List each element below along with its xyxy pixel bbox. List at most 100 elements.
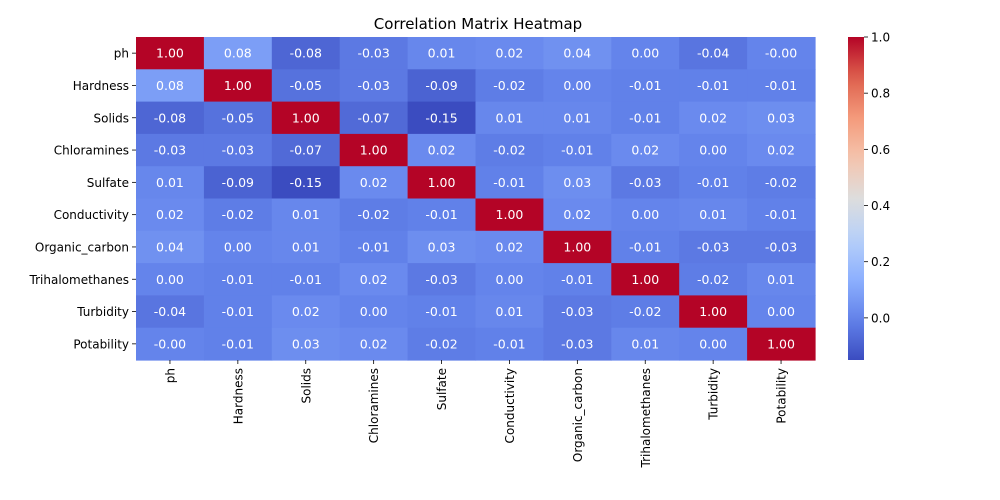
heatmap-cell [475,133,544,167]
heatmap-cell [543,198,612,232]
heatmap-cell [747,230,816,264]
x-axis-tick-labels: ph Hardness Solids Chloramines Sulfate Conduc… [163,360,789,468]
heatmap-cell [203,295,273,329]
cell-value-label: -0.01 [629,239,661,254]
cell-value-label: -0.01 [493,175,525,190]
cell-value-label: 1.00 [631,272,659,287]
y-tick-label: ph [114,47,129,61]
heatmap-cell [203,263,273,296]
cell-value-label: -0.01 [357,239,389,254]
heatmap-cell [679,198,748,232]
cell-value-label: -0.15 [290,175,322,190]
cell-value-label: -0.01 [425,207,457,222]
cell-value-label: 0.00 [631,46,659,61]
heatmap-cell [543,263,612,296]
chart-title: Correlation Matrix Heatmap [374,15,582,33]
cell-value-label: 1.00 [563,239,591,254]
heatmap-cell [271,133,341,167]
heatmap-cell [407,69,477,103]
cell-value-label: -0.02 [222,207,254,222]
cell-value-label: 0.03 [292,336,320,351]
cell-value-label: -0.03 [425,272,457,287]
heatmap-cell [407,327,477,361]
cell-value-label: 0.01 [631,336,659,351]
heatmap-cell [475,69,544,103]
heatmap-cell [543,327,612,361]
colorbar-tick-label: 1.0 [871,31,890,45]
heatmap-cell [339,295,409,329]
x-tick-label: Chloramines [367,368,381,443]
heatmap-cell [543,133,612,167]
colorbar-tick-label: 0.8 [871,87,890,101]
heatmap-cell [679,133,748,167]
cell-value-label: 1.00 [156,46,184,61]
cell-value-label: 0.08 [156,78,184,93]
cell-value-label: 0.02 [496,239,524,254]
heatmap-cell [543,37,612,70]
cell-value-label: -0.08 [290,46,322,61]
heatmap-cell [543,295,612,329]
heatmap-cell [271,198,341,232]
cell-value-label: -0.03 [629,175,661,190]
heatmap-cell [271,263,341,296]
heatmap-cell [407,133,477,167]
cell-value-label: 1.00 [496,207,524,222]
heatmap-cells: 1.00 0.08 -0.08 -0.03 0.01 0.02 0.04 0.00 -0.04 -… [136,37,816,361]
heatmap-cell [203,69,273,103]
y-tick-label: Conductivity [54,208,129,222]
cell-value-label: -0.03 [222,143,254,158]
heatmap-cell [271,166,341,200]
colorbar-tick-label: 0.6 [871,143,890,157]
cell-value-label: 0.03 [428,239,456,254]
cell-value-label: -0.01 [697,175,729,190]
heatmap-cell [407,263,477,296]
heatmap-cell [339,327,409,361]
y-axis-tick-labels: ph Hardness Solids Chloramines Sulfate Conduc… [29,47,136,351]
heatmap-cell [203,198,273,232]
cell-value-label: 0.02 [360,336,388,351]
cell-value-label: 0.01 [699,207,727,222]
cell-value-label: 0.01 [496,304,524,319]
y-tick-label: Chloramines [54,144,129,158]
cell-value-label: -0.03 [357,78,389,93]
y-tick-label: Solids [94,111,130,125]
heatmap-cell [679,101,748,135]
cell-value-label: -0.01 [765,207,797,222]
cell-value-label: 0.01 [563,110,591,125]
heatmap-cell [339,198,409,232]
heatmap-cell [543,69,612,103]
heatmap-cell [339,101,409,135]
cell-value-label: 0.04 [156,239,184,254]
x-tick-label: Organic_carbon [571,368,585,462]
cell-value-label: 0.00 [224,239,252,254]
colorbar-tick-label: 0.4 [871,199,890,213]
heatmap-cell [339,37,409,70]
heatmap-cell [203,101,273,135]
heatmap-cell [271,327,341,361]
heatmap-cell [747,37,816,70]
colorbar-gradient [848,37,864,360]
heatmap-cell [339,69,409,103]
cell-value-label: 0.02 [699,110,727,125]
cell-value-label: -0.01 [629,78,661,93]
heatmap-cell [679,263,748,296]
cell-value-label: 1.00 [428,175,456,190]
heatmap-cell [136,37,205,70]
x-tick-label: Trihalomethanes [639,368,653,468]
cell-value-label: 0.01 [428,46,456,61]
cell-value-label: -0.02 [765,175,797,190]
heatmap-cell [136,69,205,103]
heatmap-cell [475,166,544,200]
y-tick-label: Sulfate [87,176,129,190]
heatmap-cell [747,69,816,103]
cell-value-label: -0.03 [561,304,593,319]
cell-value-label: -0.01 [222,272,254,287]
heatmap-cell [747,101,816,135]
cell-value-label: -0.01 [425,304,457,319]
cell-value-label: -0.03 [561,336,593,351]
heatmap-cell [543,166,612,200]
y-tick-label: Organic_carbon [35,240,129,254]
cell-value-label: 0.01 [292,239,320,254]
cell-value-label: 0.02 [631,143,659,158]
